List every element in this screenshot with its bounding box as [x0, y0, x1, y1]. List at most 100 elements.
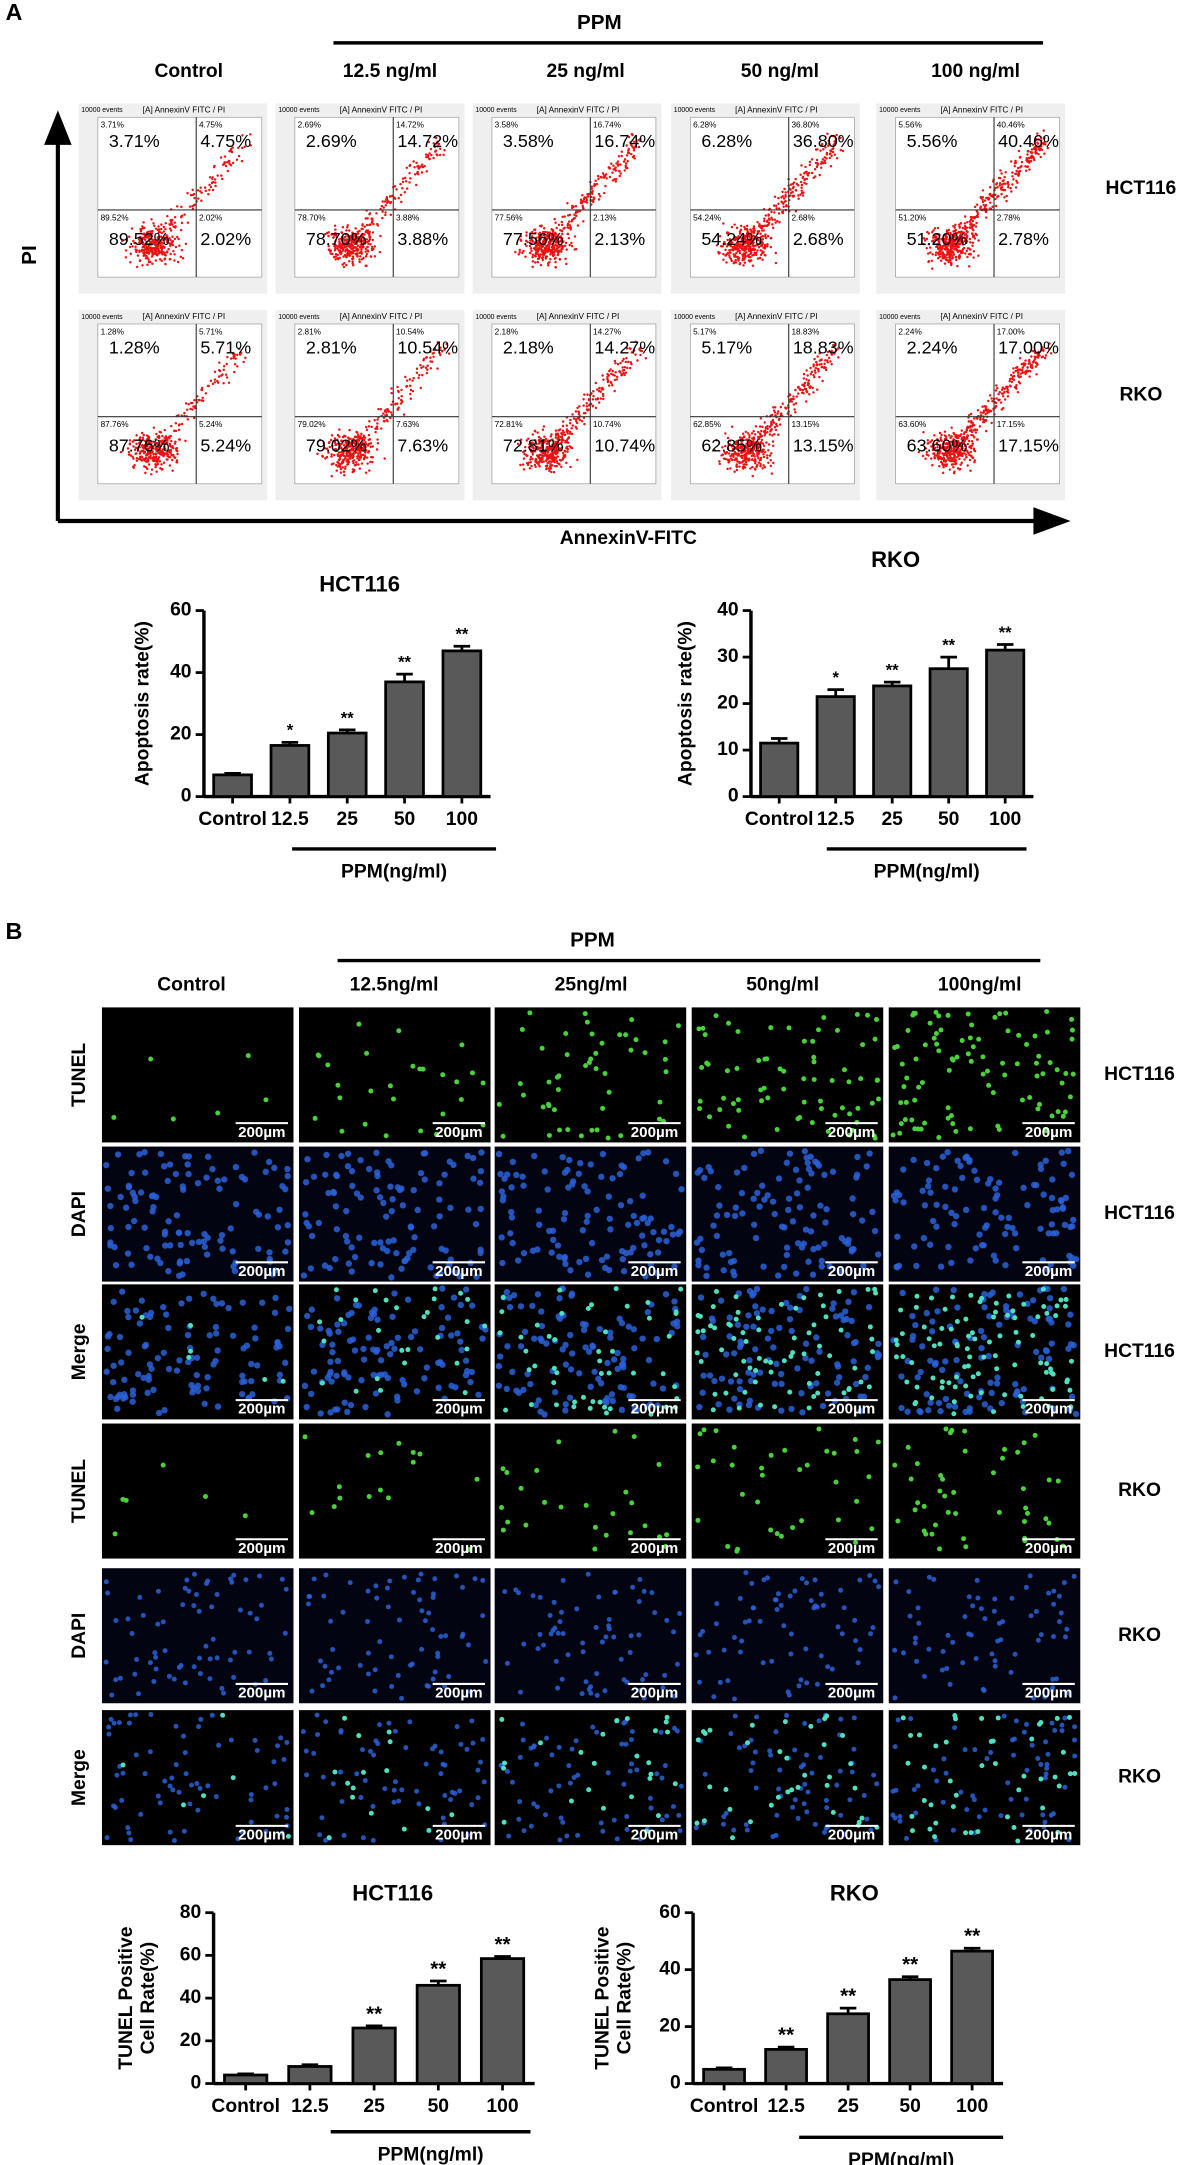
event-dot: [627, 151, 631, 155]
event-dot: [767, 443, 771, 446]
event-dot: [1023, 363, 1027, 366]
tunel-cell: [454, 1079, 460, 1085]
event-dot: [249, 133, 252, 136]
event-dot: [164, 236, 168, 240]
event-dot: [728, 250, 732, 254]
event-dot: [403, 176, 407, 180]
event-dot: [362, 237, 366, 240]
event-dot: [745, 463, 748, 466]
event-dot: [569, 432, 572, 435]
event-dot: [761, 224, 765, 228]
event-dot: [829, 165, 833, 168]
event-dot: [228, 162, 231, 166]
event-dot: [155, 253, 159, 257]
event-dot: [566, 232, 570, 236]
tunel-cell: [1069, 1036, 1075, 1042]
quadrant-label: 3.58%: [503, 131, 554, 151]
event-dot: [360, 462, 364, 465]
event-dot: [977, 239, 980, 242]
event-dot: [154, 227, 158, 230]
event-dot: [539, 253, 542, 256]
event-dot: [556, 253, 560, 257]
event-dot: [529, 461, 532, 464]
event-dot: [775, 207, 778, 210]
event-dot: [334, 258, 337, 261]
event-dot: [761, 425, 764, 429]
event-dot: [147, 260, 151, 264]
nucleus: [131, 1217, 138, 1225]
event-dot: [379, 408, 383, 411]
tunel-cell: [898, 1100, 904, 1106]
event-dot: [601, 392, 605, 396]
event-dot: [573, 235, 577, 238]
event-dot: [552, 470, 556, 474]
event-dot: [404, 180, 408, 183]
event-dot: [348, 229, 351, 232]
tunel-cell: [721, 1095, 727, 1101]
event-dot: [175, 205, 179, 208]
event-dot: [400, 200, 403, 204]
event-dot: [623, 373, 626, 377]
event-dot: [944, 258, 948, 262]
event-dot: [217, 369, 221, 372]
event-dot: [783, 187, 786, 191]
event-dot: [528, 467, 532, 470]
event-dot: [536, 260, 540, 264]
event-dot: [969, 241, 972, 244]
event-dot: [1000, 188, 1003, 191]
event-dot: [375, 448, 379, 451]
event-dot: [365, 264, 368, 268]
event-dot: [419, 386, 422, 390]
event-dot: [160, 463, 163, 466]
quadrant-small-label: 6.28%: [693, 121, 717, 130]
quadrant-label: 3.88%: [397, 229, 448, 249]
event-dot: [975, 233, 978, 237]
event-dot: [335, 463, 338, 467]
event-dot: [764, 432, 767, 435]
event-dot: [591, 189, 594, 193]
event-dot: [800, 186, 803, 190]
event-dot: [958, 468, 961, 471]
event-dot: [592, 394, 595, 398]
event-dot: [180, 221, 184, 225]
event-dot: [366, 250, 370, 253]
event-dot: [818, 375, 821, 379]
event-dot: [624, 371, 628, 374]
event-dot: [366, 444, 370, 447]
nucleus: [179, 1183, 186, 1190]
event-dot: [163, 258, 166, 261]
event-dot: [1009, 160, 1013, 163]
event-dot: [566, 447, 570, 451]
event-dot: [157, 231, 160, 234]
event-dot: [778, 423, 782, 426]
event-count: 10000 events: [674, 314, 716, 321]
event-dot: [762, 246, 765, 249]
event-dot: [561, 424, 565, 428]
event-dot: [432, 142, 435, 145]
tunel-cell: [904, 1075, 910, 1081]
event-dot: [548, 234, 551, 237]
event-dot: [164, 221, 167, 225]
event-dot: [950, 426, 953, 429]
event-dot: [718, 462, 722, 466]
event-dot: [784, 195, 787, 198]
tunel-cell: [594, 1127, 600, 1133]
event-dot: [970, 433, 973, 437]
event-dot: [365, 240, 369, 244]
tunel-cell: [919, 1080, 925, 1086]
event-dot: [415, 371, 419, 374]
event-dot: [632, 146, 636, 150]
event-dot: [150, 240, 153, 244]
event-dot: [718, 460, 721, 463]
event-dot: [339, 237, 343, 241]
event-dot: [610, 384, 614, 387]
event-dot: [585, 402, 588, 405]
event-dot: [746, 432, 750, 435]
event-dot: [983, 404, 986, 408]
event-dot: [396, 408, 399, 411]
event-dot: [1034, 365, 1038, 368]
event-dot: [771, 440, 775, 443]
tunel-cell: [148, 1056, 154, 1062]
event-dot: [150, 234, 153, 238]
event-dot: [152, 222, 155, 225]
